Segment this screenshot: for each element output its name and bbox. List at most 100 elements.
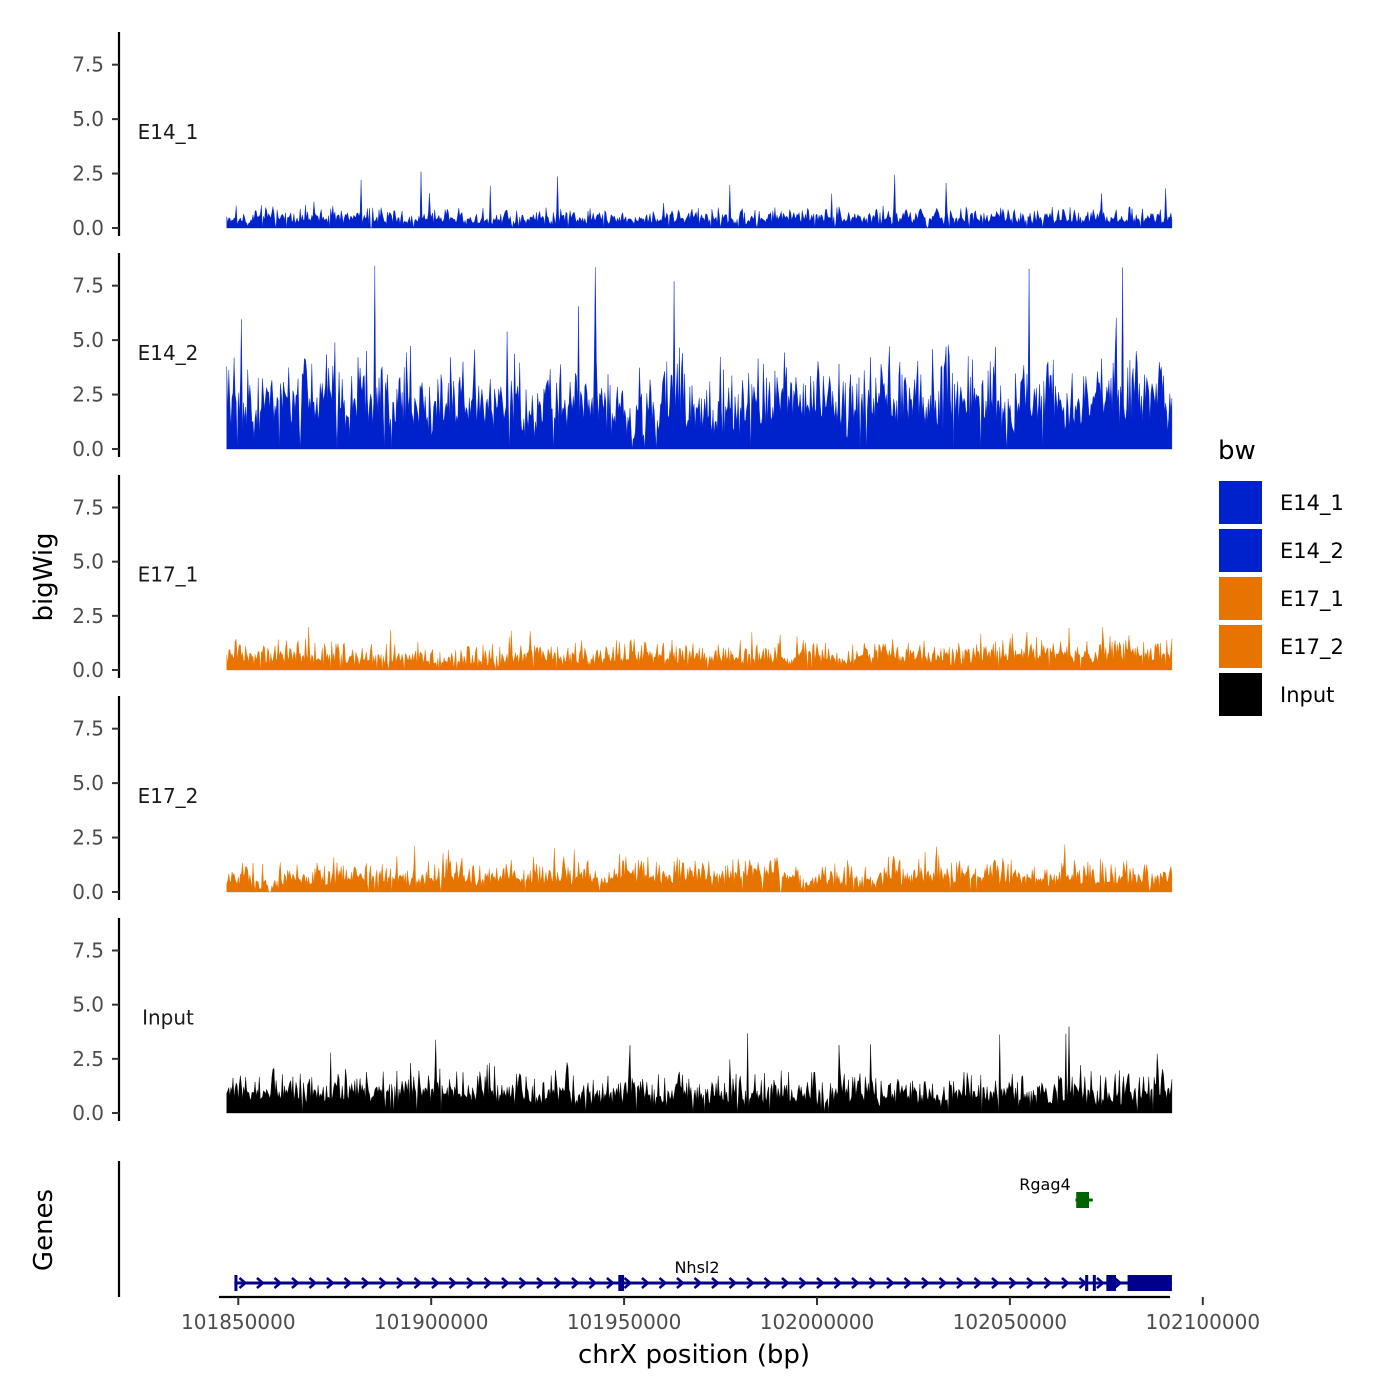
strand-arrow [571, 1277, 580, 1289]
strand-arrow [291, 1277, 300, 1289]
strand-arrow [973, 1277, 983, 1289]
strand-arrow [431, 1277, 440, 1289]
strand-arrow [501, 1277, 510, 1289]
legend-swatch-input [1217, 671, 1264, 718]
signal-area-e17-2 [226, 844, 1173, 893]
legend-label: E17_2 [1280, 635, 1344, 660]
y-tick-label: 7.5 [72, 717, 104, 741]
y-tick-label: 2.5 [72, 1047, 104, 1071]
strand-arrow [588, 1277, 598, 1289]
strand-arrow [1113, 1277, 1123, 1289]
strand-arrow [361, 1277, 370, 1289]
strand-arrow [728, 1277, 738, 1289]
legend-label: Input [1280, 683, 1334, 707]
strand-arrow [273, 1277, 283, 1289]
x-tick-label: 101900000 [374, 1310, 489, 1334]
strand-arrow [1008, 1277, 1018, 1289]
y-tick-label: 0.0 [72, 880, 104, 904]
track-label: E14_1 [138, 120, 199, 144]
strand-arrow [396, 1277, 405, 1289]
x-tick-label: 102050000 [953, 1310, 1068, 1334]
strand-arrow [903, 1277, 913, 1289]
x-tick-label: 101950000 [567, 1310, 682, 1334]
strand-arrow [921, 1277, 930, 1289]
y-tick-label: 5.0 [72, 993, 104, 1017]
strand-arrow [378, 1277, 388, 1289]
track-label: Input [142, 1006, 194, 1030]
strand-arrow [781, 1277, 790, 1289]
legend-swatch-e17-1 [1217, 575, 1264, 622]
strand-arrow [693, 1277, 703, 1289]
legend-label: E17_1 [1280, 587, 1344, 612]
x-tick-label: 102000000 [760, 1310, 875, 1334]
track-label: E17_2 [138, 784, 199, 808]
track-label: E14_2 [138, 341, 199, 365]
y-tick-label: 2.5 [72, 383, 104, 407]
signal-tracks: 0.0 2.5 5.0 7.5 E14_1 0.0 2.5 5.0 7.5 E14_2 0.0 2.5… [72, 32, 1173, 1125]
genes-axis-title: Genes [29, 1189, 59, 1271]
signal-area-e17-1 [226, 627, 1173, 671]
x-tick-label: 102100000 [1146, 1310, 1261, 1334]
strand-arrow [483, 1277, 493, 1289]
strand-arrow [606, 1277, 615, 1289]
y-tick-label: 7.5 [72, 274, 104, 298]
strand-arrow [641, 1277, 650, 1289]
y-tick-label: 0.0 [72, 1101, 104, 1125]
strand-arrow [413, 1277, 423, 1289]
strand-arrow [868, 1277, 878, 1289]
strand-arrow [798, 1277, 808, 1289]
strand-arrow [711, 1277, 720, 1289]
legend-swatch-e17-2 [1217, 623, 1264, 670]
x-axis-title: chrX position (bp) [578, 1340, 810, 1370]
y-tick-label: 5.0 [72, 107, 104, 131]
gene-label: Rgag4 [1019, 1175, 1070, 1194]
y-tick-label: 0.0 [72, 658, 104, 682]
x-tick-label: 101850000 [181, 1310, 296, 1334]
strand-arrow [623, 1277, 633, 1289]
strand-arrow [833, 1277, 843, 1289]
track-e14-2: 0.0 2.5 5.0 7.5 E14_2 [72, 253, 1173, 461]
signal-area-input [226, 1026, 1173, 1114]
y-tick-label: 2.5 [72, 604, 104, 628]
strand-arrow [256, 1277, 265, 1289]
y-tick-label: 0.0 [72, 437, 104, 461]
strand-arrow [851, 1277, 860, 1289]
strand-arrow [1026, 1277, 1035, 1289]
signal-area-e14-2 [226, 265, 1173, 450]
y-tick-label: 0.0 [72, 216, 104, 240]
legend-swatch-e14-1 [1217, 479, 1264, 526]
strand-arrow [1096, 1277, 1105, 1289]
y-tick-label: 7.5 [72, 496, 104, 520]
y-tick-label: 5.0 [72, 328, 104, 352]
track-e14-1: 0.0 2.5 5.0 7.5 E14_1 [72, 32, 1173, 240]
gene-exon [1106, 1275, 1116, 1291]
track-label: E17_1 [138, 563, 199, 587]
y-tick-label: 5.0 [72, 550, 104, 574]
legend-title: bw [1218, 436, 1256, 466]
legend-label: E14_1 [1280, 491, 1344, 516]
gene-exon [1085, 1275, 1089, 1291]
strand-arrow [238, 1277, 248, 1289]
legend-swatch-e14-2 [1217, 527, 1264, 574]
y-tick-label: 2.5 [72, 826, 104, 850]
track-e17-1: 0.0 2.5 5.0 7.5 E17_1 [72, 475, 1173, 682]
strand-arrow [956, 1277, 965, 1289]
genes-panel: Nhsl2 Rgag4 [117, 1161, 1172, 1297]
strand-arrow [658, 1277, 668, 1289]
strand-arrow [746, 1277, 755, 1289]
strand-arrow [1061, 1277, 1070, 1289]
gene-nhsl2: Nhsl2 [234, 1258, 1172, 1291]
strand-arrow [991, 1277, 1000, 1289]
y-tick-label: 2.5 [72, 162, 104, 186]
strand-arrow [676, 1277, 685, 1289]
signal-area-e14-1 [226, 171, 1173, 229]
strand-arrow [553, 1277, 563, 1289]
gene-label: Nhsl2 [674, 1258, 719, 1277]
gene-exon [1127, 1275, 1172, 1291]
gene-exon [234, 1275, 238, 1291]
gene-exon [1076, 1192, 1089, 1208]
legend-label: E14_2 [1280, 539, 1344, 564]
strand-arrow [763, 1277, 773, 1289]
track-input: 0.0 2.5 5.0 7.5 Input [72, 918, 1173, 1125]
